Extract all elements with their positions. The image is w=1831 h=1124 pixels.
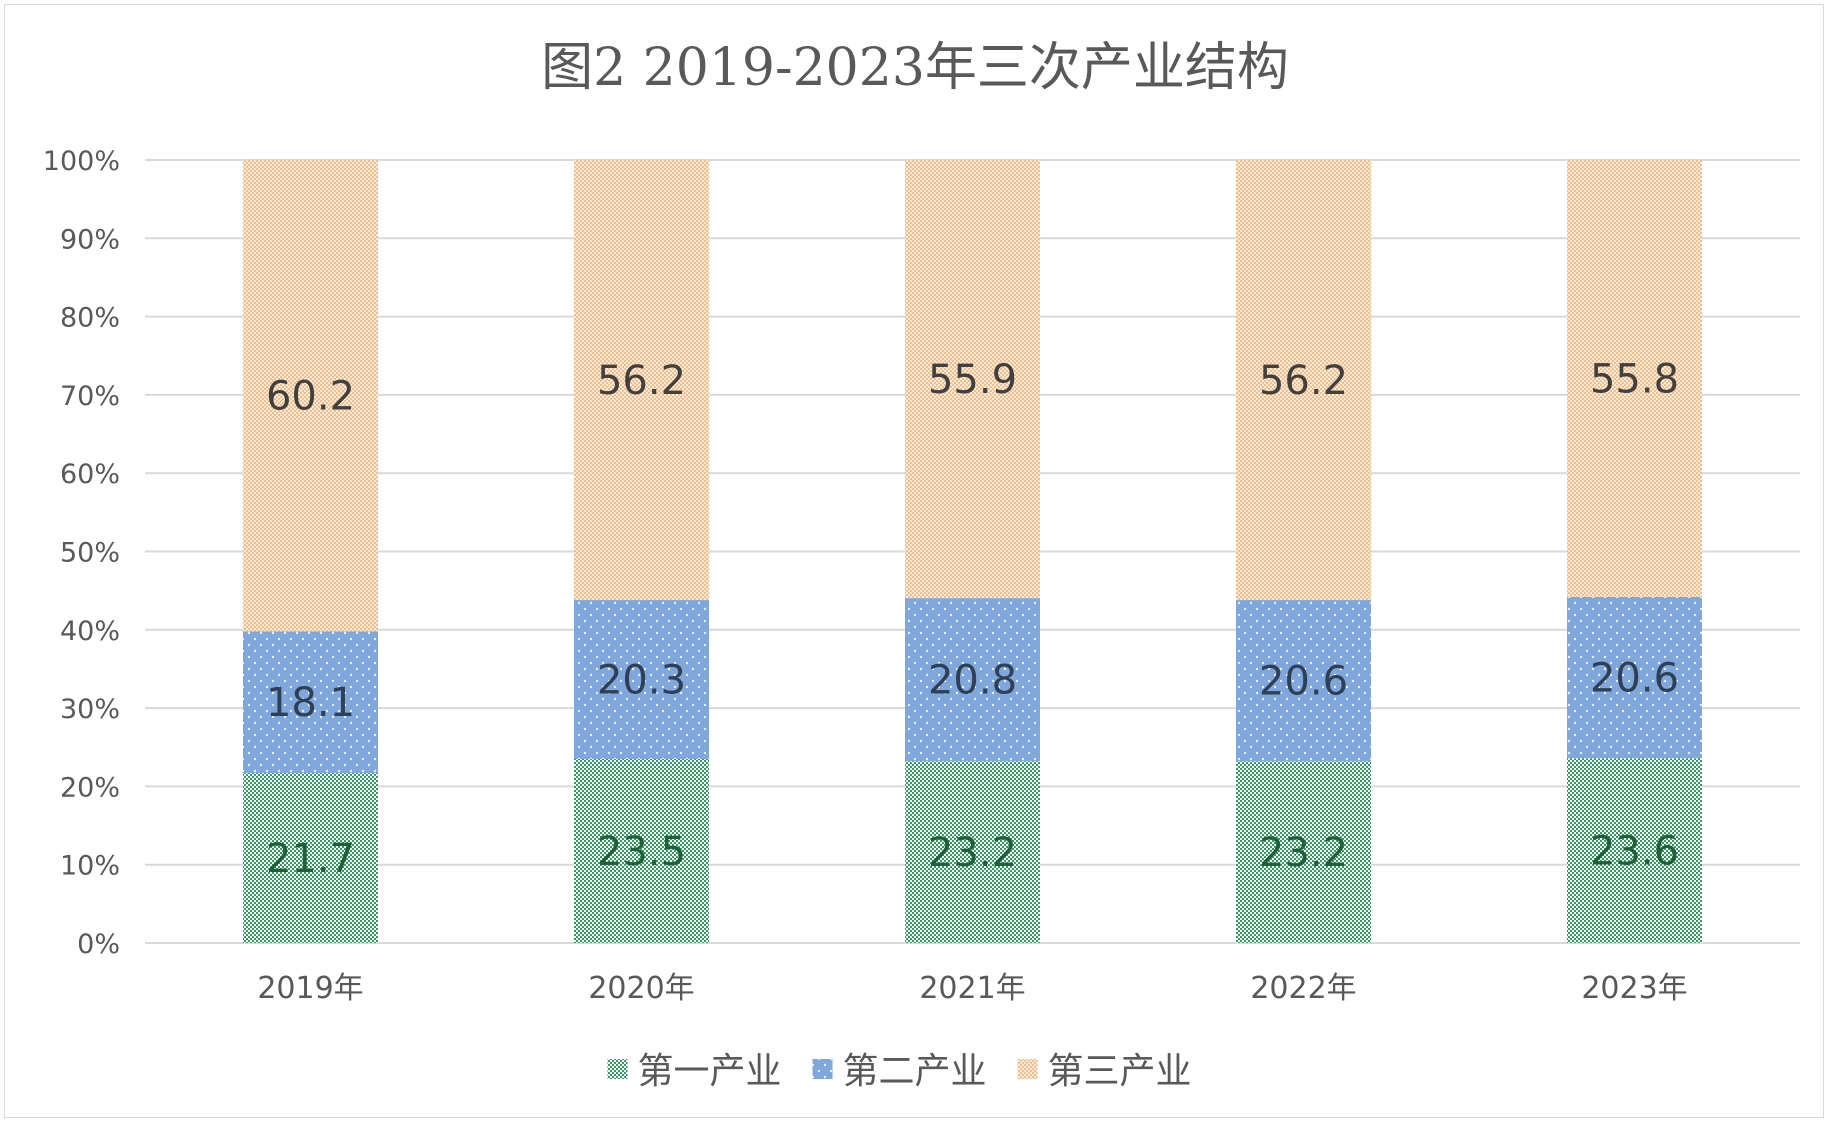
x-axis-ticks: 2019年 2020年 2021年 2022年 2023年 [257,971,1687,1006]
data-label: 20.3 [597,658,686,704]
data-label: 56.2 [1259,358,1348,404]
data-label: 20.8 [928,658,1017,704]
y-axis-ticks: 0% 10% 20% 30% 40% 50% 60% 70% 80% 90% 100% [43,146,120,960]
data-label: 56.2 [597,358,686,404]
y-tick-label: 20% [60,772,120,803]
bar-segment [574,758,709,943]
data-label: 55.8 [1590,356,1679,402]
data-label: 20.6 [1259,659,1348,705]
data-label: 23.2 [1259,830,1348,876]
legend-label: 第三产业 [1048,1051,1192,1092]
legend-swatch [1017,1059,1038,1079]
legend-label: 第一产业 [638,1051,782,1092]
x-tick-label: 2019年 [257,971,363,1006]
bar-segment [1567,758,1702,943]
bar-segment [1236,160,1371,601]
bar-segment [243,160,378,632]
data-label: 23.5 [597,829,686,875]
data-label: 21.7 [266,836,355,882]
data-label: 60.2 [266,374,355,420]
bar-segment [1236,761,1371,943]
y-tick-label: 10% [60,851,120,882]
legend-swatch [607,1059,628,1079]
chart-title: 图2 2019-2023年三次产业结构 [541,38,1289,98]
x-tick-label: 2021年 [919,971,1025,1006]
x-tick-label: 2020年 [588,971,694,1006]
bar-segment [574,600,709,759]
data-label: 23.6 [1590,829,1679,875]
legend-swatch [812,1059,833,1079]
data-label: 20.6 [1590,656,1679,702]
bars [243,160,1702,943]
legend-label: 第二产业 [843,1051,987,1092]
y-tick-label: 80% [60,303,120,334]
data-label: 23.2 [928,830,1017,876]
bar-segment [905,160,1040,599]
y-tick-label: 50% [60,538,120,569]
x-tick-label: 2023年 [1581,971,1687,1006]
y-tick-label: 0% [77,929,120,960]
bar-segment [1236,600,1371,762]
y-tick-label: 60% [60,459,120,490]
bar-segment [905,598,1040,762]
y-tick-label: 40% [60,616,120,647]
bar-segment [1567,596,1702,759]
bar-segment [1567,160,1702,597]
data-label: 55.9 [928,357,1017,403]
bar-segment [243,631,378,774]
y-tick-label: 100% [43,146,120,177]
legend: 第一产业 第二产业 第三产业 [607,1051,1192,1092]
bar-segment [574,160,709,601]
y-tick-label: 70% [60,381,120,412]
y-tick-label: 90% [60,224,120,255]
x-tick-label: 2022年 [1250,971,1356,1006]
bar-segment [905,761,1040,943]
data-labels: 21.7 18.1 60.2 23.5 20.3 56.2 23.2 20.8 55.9 23.2… [266,356,1679,882]
bar-segment [243,773,378,943]
data-label: 18.1 [266,680,355,726]
y-tick-label: 30% [60,694,120,725]
